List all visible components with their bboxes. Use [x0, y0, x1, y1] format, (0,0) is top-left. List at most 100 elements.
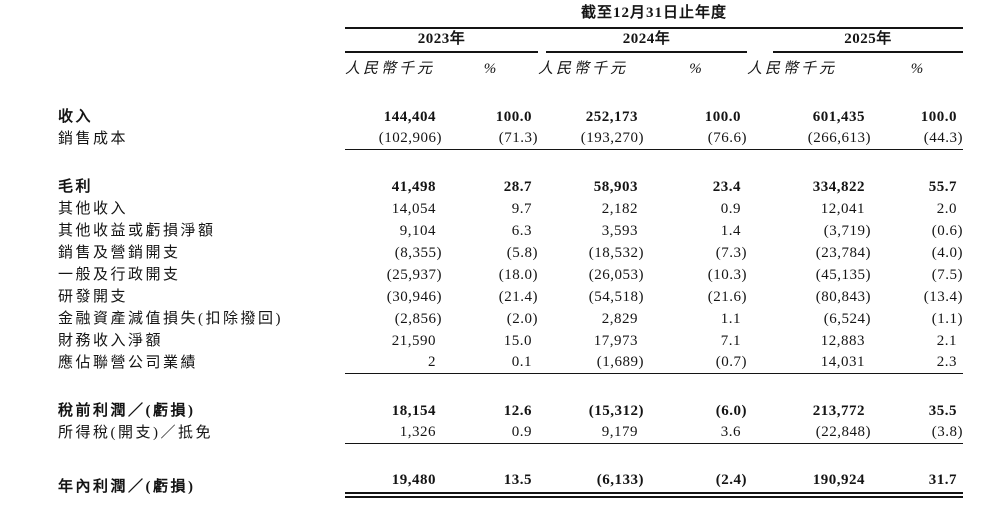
row-label: 毛利 — [58, 179, 94, 195]
value-cell: 2.1 — [871, 330, 963, 352]
cell-value: (6.0) — [715, 403, 747, 419]
value-cell: 35.5 — [871, 400, 963, 422]
value-cell: (26,053) — [538, 264, 644, 286]
cell-value: (22,848) — [815, 424, 871, 440]
row-label: 年內利潤／(虧損) — [58, 479, 196, 495]
year-label-2025: 2025年 — [773, 29, 964, 53]
value-cell: 9.7 — [442, 198, 538, 220]
header-gap-row — [58, 80, 963, 106]
value-cell: (23,784) — [747, 242, 871, 264]
spacer-row — [58, 444, 963, 470]
value-cell: 252,173 — [538, 106, 644, 128]
cell-value: 2,829 — [601, 311, 638, 327]
year-header-row: 2023年 2024年 2025年 — [58, 28, 964, 53]
cell-value: 14,054 — [391, 201, 436, 217]
cell-value: 23.4 — [712, 179, 741, 195]
value-cell: (193,270) — [538, 128, 644, 150]
value-cell: 2.0 — [871, 198, 963, 220]
row-label: 其他收入 — [58, 201, 129, 217]
value-cell: 2,182 — [538, 198, 644, 220]
value-cell: 100.0 — [644, 106, 747, 128]
cell-value: 2,182 — [601, 201, 638, 217]
cell-value: (0.6) — [931, 223, 964, 239]
cell-value: 100.0 — [704, 109, 741, 125]
cell-value: (15,312) — [588, 403, 644, 419]
table-row: 金融資產減值損失(扣除撥回) (2,856) (2.0) 2,829 1.1 (6,524… — [58, 308, 963, 330]
value-cell: 2.3 — [871, 352, 964, 374]
value-cell: 144,404 — [345, 106, 442, 128]
value-cell: 31.7 — [871, 470, 964, 498]
value-cell: 19,480 — [345, 470, 442, 498]
cell-value: (102,906) — [378, 130, 442, 146]
percent-subheader-2023: % — [483, 61, 497, 77]
cell-value: 12.6 — [503, 403, 532, 419]
value-cell: (1.1) — [871, 308, 963, 330]
value-cell: (6.0) — [644, 400, 747, 422]
cell-value: 55.7 — [928, 179, 958, 195]
cell-value: (21.4) — [498, 289, 538, 305]
value-cell: (102,906) — [345, 128, 442, 150]
value-cell: (0.7) — [644, 352, 747, 374]
cell-value: 2 — [428, 354, 436, 370]
period-header-row: 截至12月31日止年度 — [58, 3, 964, 29]
cell-value: 601,435 — [812, 109, 865, 125]
value-cell: (21.6) — [644, 286, 747, 308]
table-body: 收入 144,404 100.0 252,173 100.0 601,435 100.0 銷售… — [58, 106, 964, 498]
value-cell: 1.1 — [644, 308, 747, 330]
value-cell: (2.0) — [442, 308, 538, 330]
table-row: 毛利 41,498 28.7 58,903 23.4 334,822 55.7 — [58, 176, 963, 198]
value-cell: (25,937) — [345, 264, 442, 286]
year-header-2023: 2023年 — [345, 28, 538, 53]
value-cell: (0.6) — [871, 220, 963, 242]
cell-value: 21,590 — [391, 333, 436, 349]
row-label: 稅前利潤／(虧損) — [58, 403, 196, 419]
cell-value: 14,031 — [820, 354, 865, 370]
row-label: 金融資產減值損失(扣除撥回) — [58, 311, 283, 327]
cell-value: (26,053) — [588, 267, 644, 283]
value-cell: 15.0 — [442, 330, 538, 352]
value-cell: (71.3) — [442, 128, 538, 150]
value-cell: (6,133) — [538, 470, 644, 498]
cell-value: 3.6 — [720, 424, 741, 440]
cell-value: (45,135) — [815, 267, 871, 283]
cell-value: 0.9 — [720, 201, 741, 217]
value-cell: (76.6) — [644, 128, 747, 150]
value-cell: (80,843) — [747, 286, 871, 308]
value-cell: 334,822 — [747, 176, 871, 198]
cell-value: 12,883 — [820, 333, 865, 349]
table-row: 其他收益或虧損淨額 9,104 6.3 3,593 1.4 (3,719) (0.6) — [58, 220, 963, 242]
row-label: 其他收益或虧損淨額 — [58, 223, 216, 239]
value-cell: 2,829 — [538, 308, 644, 330]
value-cell: (2,856) — [345, 308, 442, 330]
value-cell: (266,613) — [747, 128, 871, 150]
value-cell: 12.6 — [442, 400, 538, 422]
value-cell: 1,326 — [345, 422, 442, 444]
value-cell: 601,435 — [747, 106, 871, 128]
value-cell: (54,518) — [538, 286, 644, 308]
cell-value: 100.0 — [495, 109, 532, 125]
cell-value: (2.0) — [506, 311, 538, 327]
value-cell: 3,593 — [538, 220, 644, 242]
value-cell: (22,848) — [747, 422, 871, 444]
value-cell: 0.1 — [442, 352, 538, 374]
value-cell: (3.8) — [871, 422, 964, 444]
value-cell: 100.0 — [871, 106, 963, 128]
value-cell: 23.4 — [644, 176, 747, 198]
cell-value: (3.8) — [931, 424, 964, 440]
cell-value: 0.1 — [511, 354, 532, 370]
value-cell: (21.4) — [442, 286, 538, 308]
table-row: 所得稅(開支)／抵免 1,326 0.9 9,179 3.6 (22,848) (3.8) — [58, 422, 964, 444]
label-column-header — [58, 3, 345, 28]
cell-value: (25,937) — [386, 267, 442, 283]
value-cell: (15,312) — [538, 400, 644, 422]
cell-value: (18.0) — [498, 267, 538, 283]
value-cell: 9,104 — [345, 220, 442, 242]
cell-value: 12,041 — [820, 201, 865, 217]
value-cell: (45,135) — [747, 264, 871, 286]
value-cell: 13.5 — [442, 470, 538, 498]
cell-value: (44.3) — [923, 130, 964, 146]
table-row: 其他收入 14,054 9.7 2,182 0.9 12,041 2.0 — [58, 198, 963, 220]
cell-value: (30,946) — [386, 289, 442, 305]
year-header-2025: 2025年 — [747, 28, 964, 53]
value-cell: (3,719) — [747, 220, 871, 242]
